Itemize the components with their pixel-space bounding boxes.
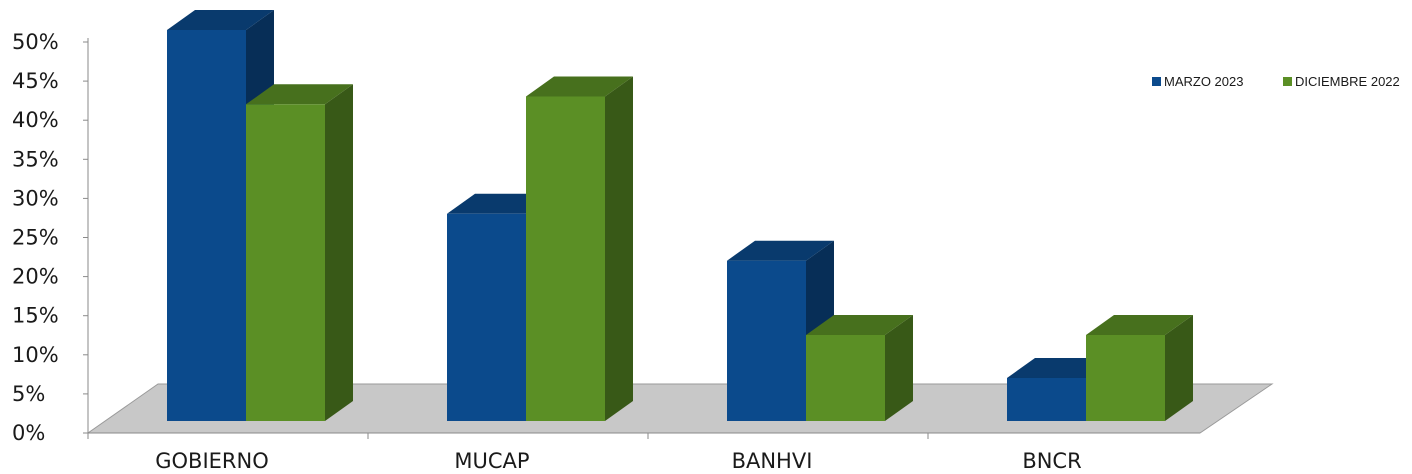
- legend-swatch: [1152, 77, 1161, 86]
- bar: [1086, 314, 1193, 421]
- bar-front: [526, 96, 605, 421]
- bar-side: [605, 76, 633, 421]
- bar-top: [246, 84, 353, 105]
- bar-front: [727, 260, 806, 421]
- legend-swatch: [1283, 77, 1292, 86]
- bar-top: [1086, 314, 1193, 335]
- bar-front: [447, 213, 526, 421]
- bar-front: [1086, 334, 1165, 421]
- y-tick-label: 10%: [12, 343, 59, 367]
- legend-item: DICIEMBRE 2022: [1283, 74, 1400, 89]
- bar-side: [1165, 314, 1193, 421]
- bar-front: [167, 30, 246, 421]
- bar-front: [246, 104, 325, 421]
- bar-side: [325, 84, 353, 421]
- y-tick-label: 30%: [12, 186, 59, 210]
- y-tick-label: 15%: [12, 304, 59, 328]
- category-label: MUCAP: [454, 449, 529, 473]
- category-label: BNCR: [1022, 449, 1081, 473]
- bar-top: [806, 314, 913, 335]
- y-tick-label: 25%: [12, 226, 59, 250]
- bar-front: [1007, 377, 1086, 421]
- bar-top: [167, 10, 274, 30]
- bar-side: [885, 314, 913, 421]
- category-label: BANHVI: [732, 449, 813, 473]
- bar: [526, 76, 633, 421]
- y-tick-label: 45%: [12, 69, 59, 93]
- legend: MARZO 2023 DICIEMBRE 2022: [1152, 74, 1400, 89]
- bars: [167, 10, 1193, 421]
- bar-top: [526, 76, 633, 97]
- bar-top: [727, 240, 834, 261]
- axes: 0% 5% 10% 15% 20% 25% 30% 35% 40% 45% 50% GOBIERNO M…: [12, 30, 1200, 473]
- bar-front: [806, 334, 885, 421]
- y-tick-label: 20%: [12, 265, 59, 289]
- y-tick-label: 5%: [12, 382, 45, 406]
- legend-item: MARZO 2023: [1152, 74, 1243, 89]
- y-tick-label: 0%: [12, 421, 45, 445]
- y-tick-label: 40%: [12, 108, 59, 132]
- y-tick-label: 35%: [12, 147, 59, 171]
- bar: [246, 84, 353, 421]
- bar: [806, 314, 913, 421]
- category-label: GOBIERNO: [155, 449, 269, 473]
- legend-label: MARZO 2023: [1164, 74, 1243, 89]
- y-tick-label: 50%: [12, 30, 59, 54]
- legend-label: DICIEMBRE 2022: [1295, 74, 1400, 89]
